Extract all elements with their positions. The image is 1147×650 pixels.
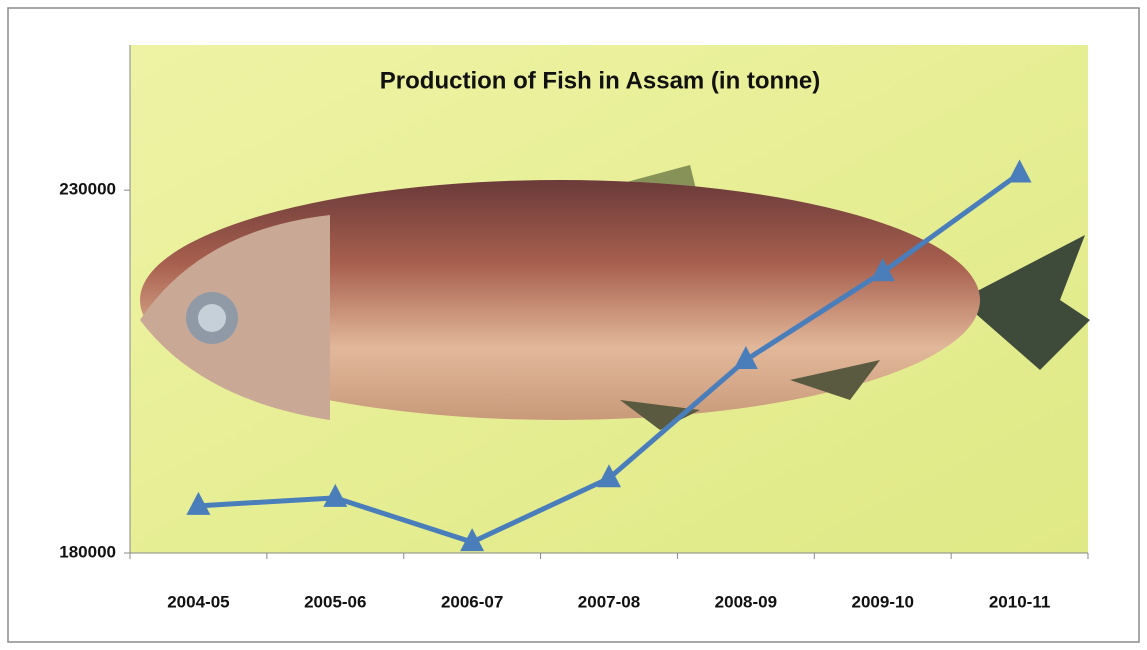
- data-marker: [1007, 159, 1032, 183]
- x-tick-label: 2006-07: [441, 592, 503, 611]
- data-marker: [870, 258, 895, 282]
- chart-title: Production of Fish in Assam (in tonne): [380, 67, 820, 94]
- x-tick-label: 2009-10: [852, 592, 914, 611]
- x-tick-label: 2004-05: [167, 592, 229, 611]
- data-marker: [323, 483, 348, 507]
- y-tick-label: 180000: [59, 542, 116, 561]
- data-marker: [597, 464, 621, 488]
- data-marker: [186, 491, 211, 515]
- x-tick-label: 2010-11: [989, 592, 1050, 611]
- y-tick-label: 230000: [59, 180, 116, 199]
- x-tick-label: 2007-08: [578, 592, 640, 611]
- x-tick-label: 2005-06: [304, 592, 366, 611]
- data-marker: [733, 345, 758, 369]
- data-marker: [460, 528, 485, 552]
- x-tick-label: 2008-09: [715, 592, 777, 611]
